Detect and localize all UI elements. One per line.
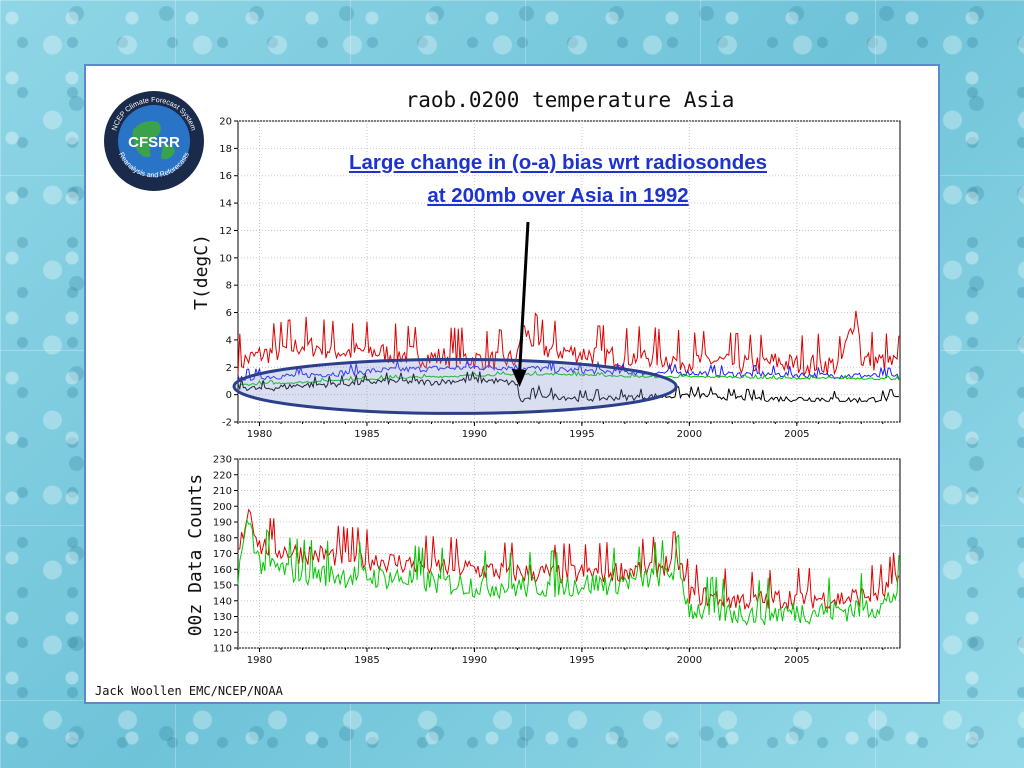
data-counts-panel: 110 120 130 140 150 160 170 180 190 200 210 220 230 1… [213, 455, 901, 666]
temperature-panel: -2 0 2 4 6 8 10 12 14 16 18 20 1980 1985 1990 1995 2000 2… [219, 117, 901, 440]
counts-y-tick-label: 180 [213, 533, 232, 544]
temperature-y-tick-label: 2 [226, 363, 232, 374]
temperature-x-tick-label: 1990 [462, 429, 487, 440]
counts-y-tick-label: 190 [213, 518, 232, 529]
annotation-arrow-shaft [518, 221, 530, 374]
temperature-series-red [237, 310, 900, 377]
cfsrr-logo: CFSRR NCEP Climate Forecast System Reana… [103, 90, 205, 192]
temperature-x-tick-label: 2005 [784, 429, 809, 440]
annotation-arrow-head [511, 369, 527, 388]
counts-y-tick-label: 230 [213, 455, 232, 466]
temperature-y-tick-label: 12 [219, 226, 232, 237]
counts-y-tick-label: 170 [213, 549, 232, 560]
temperature-y-tick-label: 6 [226, 308, 232, 319]
annotation-text: Large change in (o-a) bias wrt radiosond… [258, 146, 858, 212]
annotation-line-2: at 200mb over Asia in 1992 [427, 184, 689, 207]
counts-series-green [237, 518, 900, 626]
counts-y-tick-label: 160 [213, 565, 232, 576]
counts-x-tick-label: 2005 [784, 655, 809, 666]
counts-y-tick-label: 140 [213, 596, 232, 607]
credit-text: Jack Woollen EMC/NCEP/NOAA [95, 684, 284, 698]
counts-y-tick-label: 120 [213, 628, 232, 639]
temperature-x-tick-label: 2000 [677, 429, 702, 440]
logo-main-text: CFSRR [128, 134, 180, 151]
counts-x-tick-label: 1995 [569, 655, 594, 666]
temperature-y-tick-label: 10 [219, 253, 232, 264]
temperature-y-axis-label: T(degC) [191, 234, 212, 310]
counts-x-tick-label: 1985 [354, 655, 379, 666]
counts-y-tick-label: 200 [213, 502, 232, 513]
counts-y-tick-label: 220 [213, 470, 232, 481]
chart-title: raob.0200 temperature Asia [406, 88, 735, 112]
temperature-y-tick-label: 8 [226, 281, 232, 292]
temperature-x-tick-label: 1995 [569, 429, 594, 440]
counts-x-tick-label: 1980 [247, 655, 272, 666]
counts-y-tick-label: 130 [213, 612, 232, 623]
annotation-line-1: Large change in (o-a) bias wrt radiosond… [348, 151, 768, 174]
temperature-y-tick-label: 18 [219, 144, 232, 155]
temperature-y-tick-label: 14 [219, 199, 232, 210]
temperature-x-tick-label: 1985 [354, 429, 379, 440]
counts-x-tick-label: 2000 [677, 655, 702, 666]
counts-y-tick-label: 150 [213, 581, 232, 592]
temperature-x-tick-label: 1980 [247, 429, 272, 440]
slide-panel [84, 64, 940, 704]
counts-y-tick-label: 210 [213, 486, 232, 497]
counts-y-axis-label: 00z Data Counts [185, 474, 206, 637]
temperature-y-tick-label: 20 [219, 117, 232, 128]
counts-series-red [237, 508, 900, 612]
counts-x-tick-label: 1990 [462, 655, 487, 666]
highlight-ellipse [232, 357, 678, 415]
temperature-y-tick-label: 4 [226, 335, 232, 346]
temperature-series-blue [237, 359, 900, 382]
temperature-y-tick-label: 0 [226, 390, 232, 401]
temperature-series-green [238, 370, 900, 386]
temperature-y-tick-label: -2 [222, 418, 232, 429]
temperature-series-black [237, 371, 899, 404]
counts-y-tick-label: 110 [213, 644, 232, 655]
temperature-y-tick-label: 16 [219, 171, 232, 182]
